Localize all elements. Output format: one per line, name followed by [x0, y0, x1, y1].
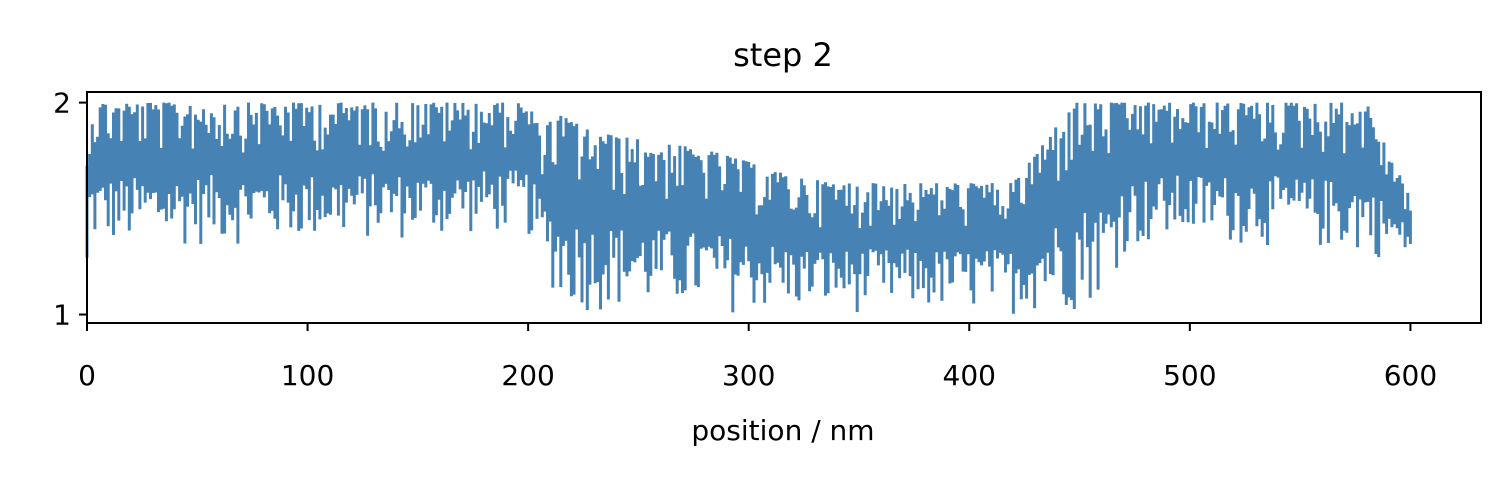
x-axis-label: position / nm	[691, 414, 874, 447]
series-0	[85, 102, 1412, 314]
x-tick-label: 400	[943, 359, 996, 392]
chart-title: step 2	[733, 36, 833, 74]
x-tick-label: 100	[281, 359, 334, 392]
x-tick-label: 300	[722, 359, 775, 392]
x-axis-ticks: 0 100 200 300 400 500 600	[78, 323, 1437, 392]
x-tick-label: 0	[78, 359, 96, 392]
x-tick-label: 500	[1163, 359, 1216, 392]
y-tick-label: 2	[53, 87, 71, 120]
x-tick-label: 600	[1384, 359, 1437, 392]
plot-area	[85, 91, 1482, 324]
series-line	[85, 102, 1412, 314]
x-tick-label: 200	[501, 359, 554, 392]
y-axis-ticks: 12	[53, 87, 87, 332]
plot-frame	[86, 91, 1482, 324]
y-tick-label: 1	[53, 299, 71, 332]
